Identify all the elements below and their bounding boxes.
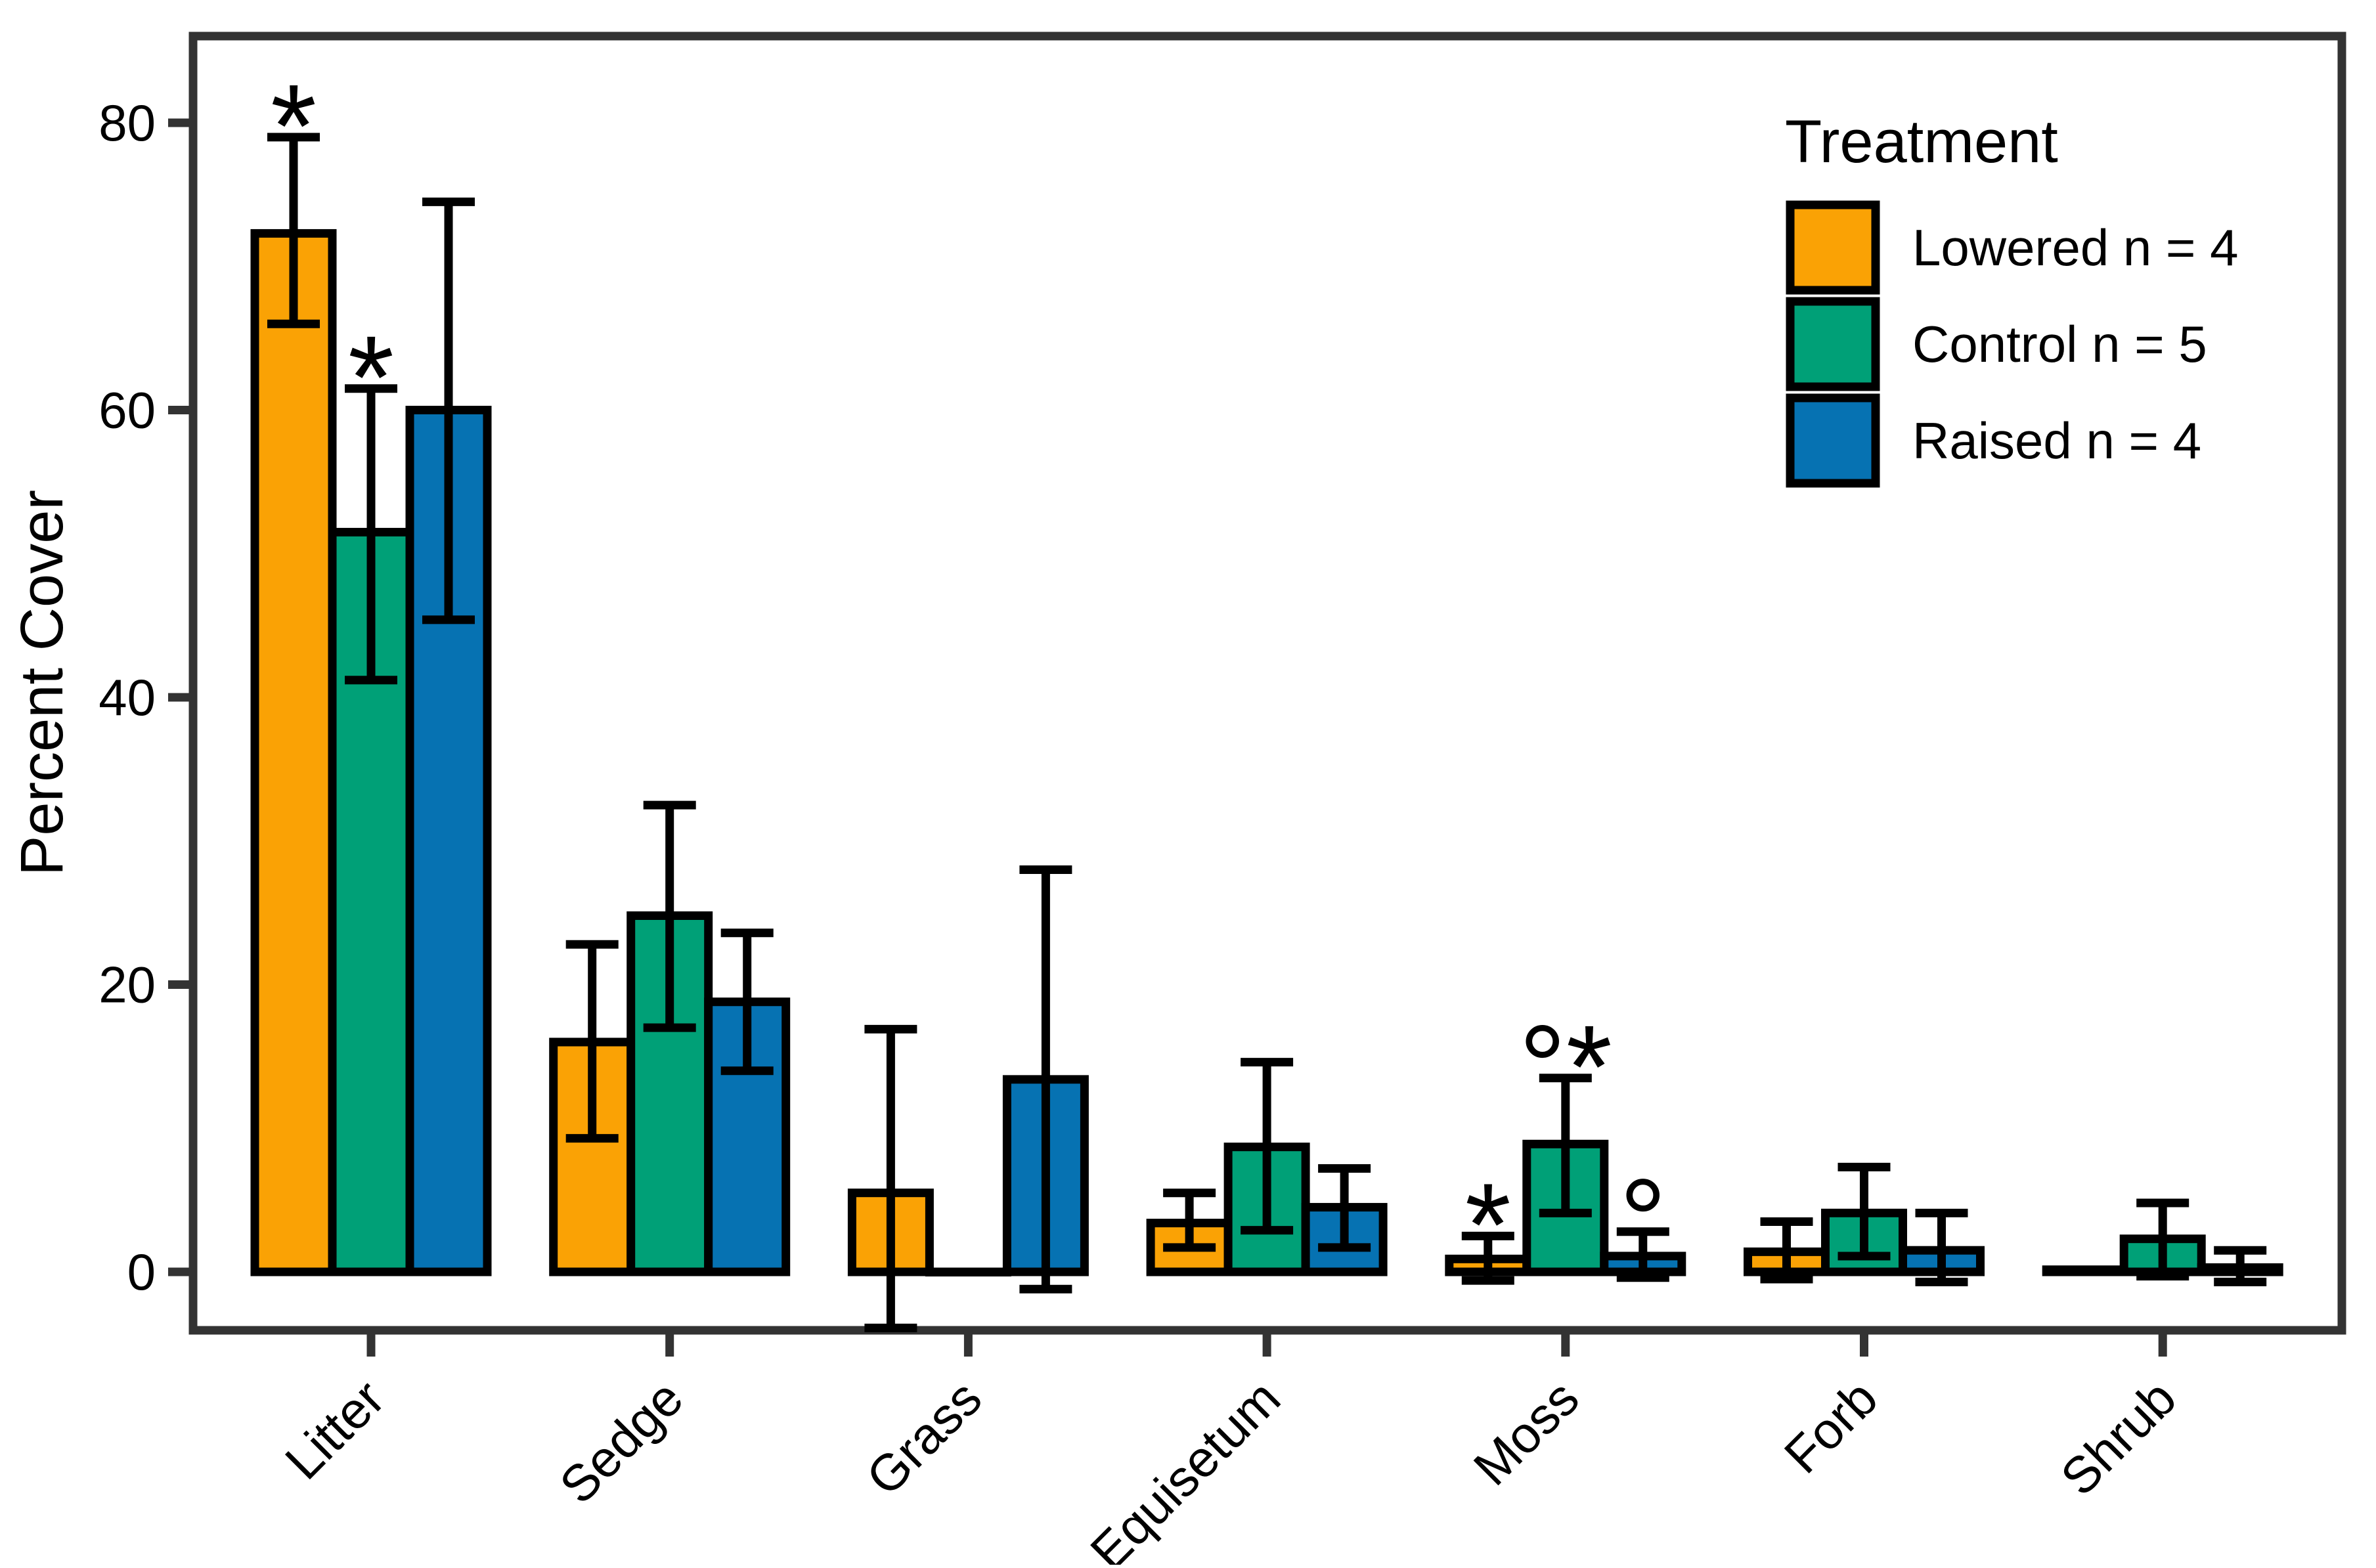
legend-item-label: Lowered n = 4	[1912, 219, 2239, 276]
x-category-label: Sedge	[548, 1369, 694, 1515]
legend-title: Treatment	[1785, 108, 2058, 175]
x-category-label: Litter	[274, 1369, 395, 1491]
significance-marker: *	[348, 312, 394, 444]
significance-marker: °*	[1519, 1001, 1612, 1133]
significance-marker: °	[1619, 1155, 1667, 1287]
significance-marker: *	[271, 60, 317, 192]
x-category-label: Forb	[1773, 1369, 1889, 1485]
legend-key-swatch	[1786, 393, 1880, 488]
significance-marker: *	[1465, 1159, 1511, 1291]
x-category-label: Moss	[1463, 1369, 1590, 1496]
y-axis-title: Percent Cover	[9, 490, 76, 876]
legend-key-swatch	[1786, 297, 1880, 391]
bar-shrub-0	[2042, 1265, 2128, 1276]
x-category-label: Shrub	[2050, 1369, 2187, 1506]
legend-item-label: Raised n = 4	[1912, 412, 2201, 469]
y-tick-label: 80	[99, 94, 156, 152]
y-tick-label: 0	[127, 1243, 156, 1301]
y-tick-label: 40	[99, 668, 156, 726]
bar-grass-1	[925, 1267, 1011, 1276]
legend-item-label: Control n = 5	[1912, 315, 2207, 373]
legend-key-swatch	[1786, 200, 1880, 295]
y-tick-label: 20	[99, 956, 156, 1014]
y-tick-label: 60	[99, 381, 156, 439]
x-category-label: Grass	[855, 1369, 992, 1506]
bar-litter-0	[250, 229, 337, 1276]
x-category-label: Equisetum	[1079, 1369, 1291, 1565]
